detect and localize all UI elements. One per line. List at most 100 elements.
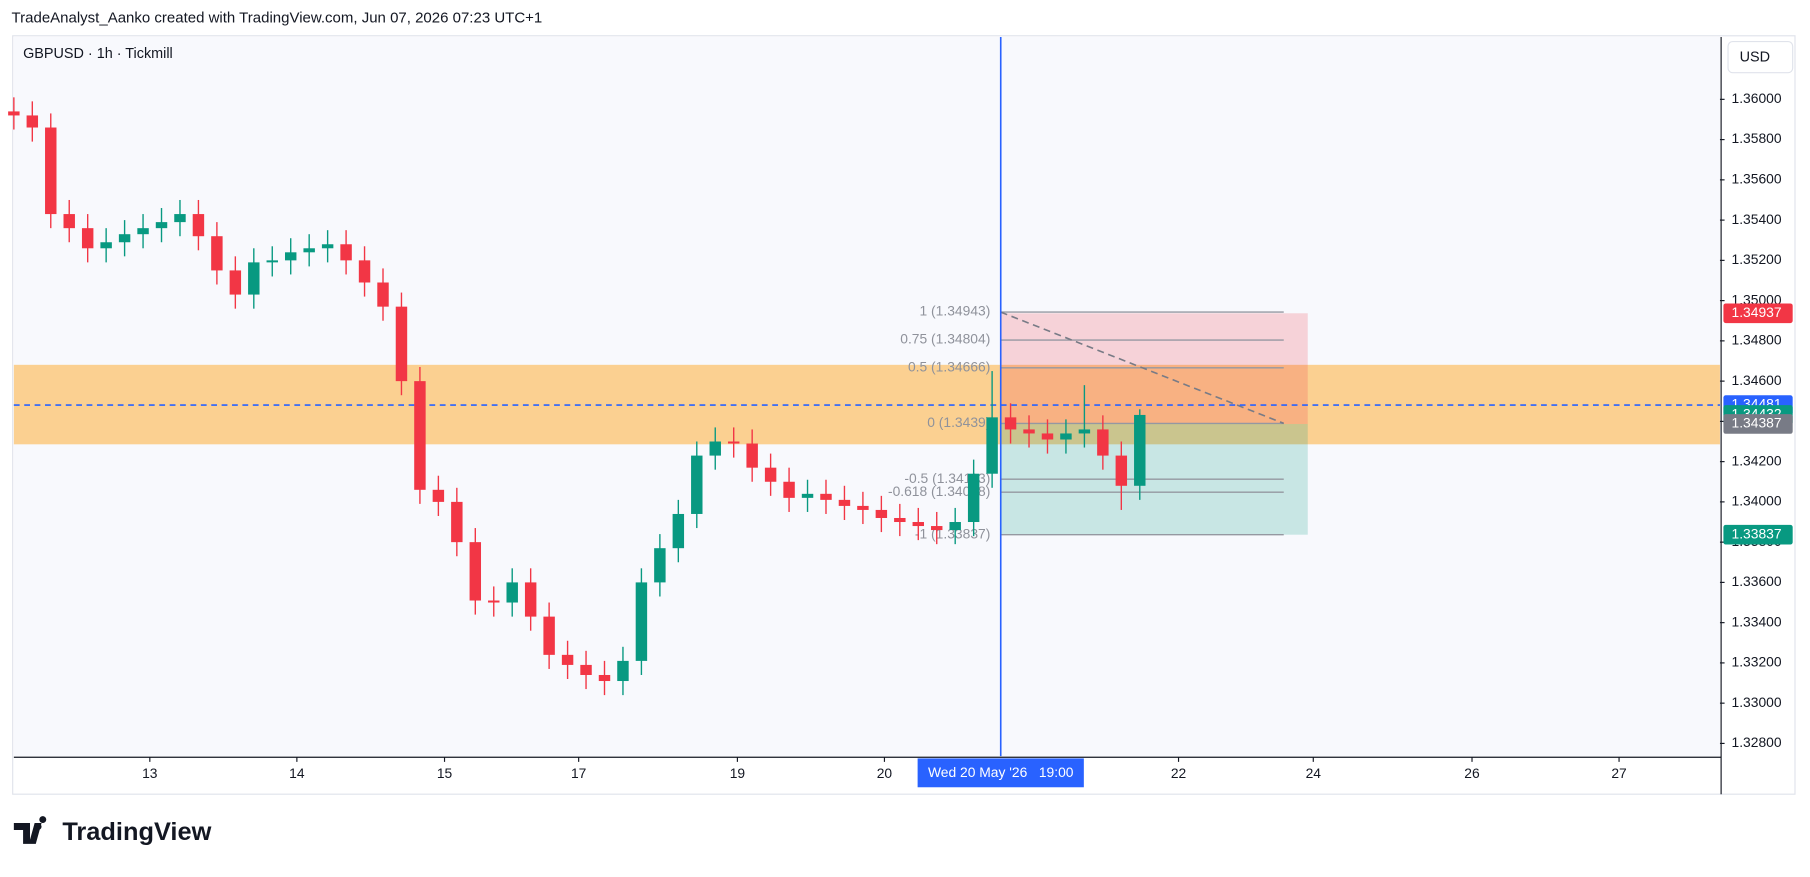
candle-body [211, 236, 223, 271]
price-badge-label: 1.34937 [1732, 304, 1782, 320]
y-tick-label: 1.33200 [1732, 654, 1782, 670]
candle-body [340, 244, 352, 261]
candle-body [561, 654, 574, 665]
candle-body [26, 115, 39, 128]
y-tick-label: 1.36000 [1732, 90, 1782, 106]
candle-body [912, 522, 925, 527]
currency-label[interactable]: USD [1740, 50, 1770, 66]
x-tick-label: 17 [571, 765, 586, 781]
x-tick-label: 20 [877, 765, 893, 781]
candle-body [617, 660, 629, 682]
candle-body [838, 499, 851, 506]
candle-body [488, 600, 500, 603]
candle-body [395, 306, 408, 382]
candle-body [192, 214, 205, 237]
candle-body [635, 582, 648, 661]
price-badge [1723, 524, 1793, 545]
candle-body [266, 260, 278, 263]
candle-body [580, 664, 592, 675]
price-badge [1723, 414, 1793, 434]
fib-label: 1 (1.34943) [920, 303, 991, 319]
candle-body [691, 455, 703, 514]
fib-trend [1000, 311, 1285, 425]
candle-body [783, 481, 795, 498]
x-tick-label: 24 [1306, 765, 1322, 781]
candle-body [1078, 429, 1091, 434]
candle-body [1134, 414, 1146, 486]
candle-body [321, 244, 334, 249]
candle-body [1115, 455, 1128, 486]
header: TradeAnalyst_Aanko created with TradingV… [12, 9, 543, 26]
candle-body [1023, 429, 1035, 434]
candle-body [727, 441, 740, 444]
candle-body [432, 489, 445, 502]
candle-body [672, 513, 685, 549]
price-badge [1723, 303, 1793, 324]
fib-label: -0.618 (1.34048) [888, 483, 990, 499]
candle-body [248, 262, 260, 295]
footer-logo: TradingView [62, 818, 211, 846]
currency-button[interactable] [1727, 40, 1794, 74]
candle-body [100, 242, 112, 249]
y-tick-label: 1.35800 [1732, 130, 1782, 146]
y-tick-label: 1.32800 [1732, 734, 1782, 750]
candle-body [414, 381, 426, 490]
candle-body [949, 522, 961, 531]
y-tick-label: 1.35400 [1732, 211, 1782, 227]
y-tick-label: 1.35000 [1732, 291, 1782, 307]
candle-body [875, 509, 888, 518]
candle-body [469, 542, 482, 601]
candle-body [155, 222, 168, 229]
candle-body [801, 493, 814, 498]
candle-body [229, 270, 242, 295]
x-tick-label: 27 [1611, 765, 1626, 781]
candle-body [654, 548, 666, 583]
candle-body [81, 228, 94, 249]
candle-body [1060, 433, 1072, 440]
price-badge-label: 1.33837 [1732, 525, 1782, 541]
candle-body [524, 582, 537, 617]
fib-label: 0.75 (1.34804) [900, 331, 990, 347]
candle-body [284, 252, 297, 261]
candle-body [451, 501, 463, 543]
crosshair-label: Wed 20 May '26 19:00 [928, 764, 1074, 780]
x-tick-label: 15 [437, 765, 453, 781]
x-tick-label: 22 [1171, 765, 1186, 781]
candle-body [303, 248, 315, 253]
candle-body [709, 441, 721, 456]
candle-body [137, 228, 149, 235]
candle-body [118, 234, 131, 243]
candle-body [63, 214, 75, 229]
candle-body [931, 526, 943, 531]
candle-body [377, 282, 389, 307]
y-tick-label: 1.34200 [1732, 452, 1782, 468]
candle-body [746, 443, 758, 468]
candle-body [8, 111, 20, 116]
y-tick-label: 1.33400 [1732, 613, 1782, 629]
candle-body [543, 616, 555, 655]
candle-body [174, 214, 186, 223]
position-risk [1000, 313, 1308, 424]
candle-body [1004, 417, 1017, 430]
x-tick-label: 14 [289, 765, 305, 781]
y-tick-label: 1.33000 [1732, 694, 1782, 710]
y-tick-label: 1.35200 [1732, 251, 1782, 267]
symbol-legend: GBPUSD · 1h · Tickmill [23, 46, 173, 62]
candle-body [598, 674, 611, 682]
candle-body [506, 582, 518, 603]
fib-label: 0 (1.3439) [927, 414, 990, 430]
candle-body [820, 493, 832, 500]
candle-body [764, 467, 777, 482]
x-tick-label: 19 [730, 765, 746, 781]
y-tick-label: 1.34800 [1732, 332, 1782, 348]
y-tick-label: 1.34600 [1732, 372, 1782, 388]
price-badge-label: 1.34387 [1732, 415, 1782, 431]
candle-body [967, 473, 980, 523]
crosshair-badge [917, 758, 1084, 788]
candle-body [1041, 433, 1054, 440]
fib-label: 0.5 (1.34666) [908, 358, 990, 374]
x-tick-label: 13 [142, 765, 158, 781]
y-tick-label: 1.35600 [1732, 171, 1782, 187]
candle-body [894, 517, 906, 523]
